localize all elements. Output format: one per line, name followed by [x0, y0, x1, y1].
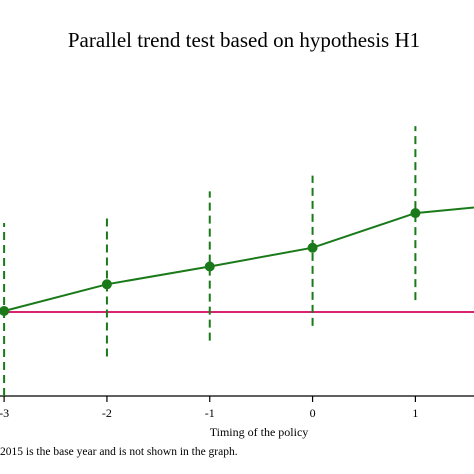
chart-title: Parallel trend test based on hypothesis … [68, 28, 420, 52]
x-tick-label: 0 [310, 406, 316, 420]
x-tick-label: -1 [205, 406, 215, 420]
x-axis-label: Timing of the policy [210, 425, 309, 439]
x-tick-label: -2 [102, 406, 112, 420]
x-tick-layer: -3-2-1012 [0, 396, 418, 420]
data-point-layer [0, 208, 421, 316]
data-point [0, 305, 10, 316]
data-point [307, 242, 318, 253]
x-tick-label: 1 [412, 406, 418, 420]
confidence-interval-layer [3, 126, 417, 396]
series-line [3, 206, 474, 312]
chart-note: 2015 is the base year and is not shown i… [0, 446, 238, 458]
data-point [410, 208, 421, 219]
data-point [204, 261, 215, 272]
data-point [101, 279, 112, 290]
series-line-layer [3, 206, 474, 312]
x-tick-label: -3 [0, 406, 9, 420]
